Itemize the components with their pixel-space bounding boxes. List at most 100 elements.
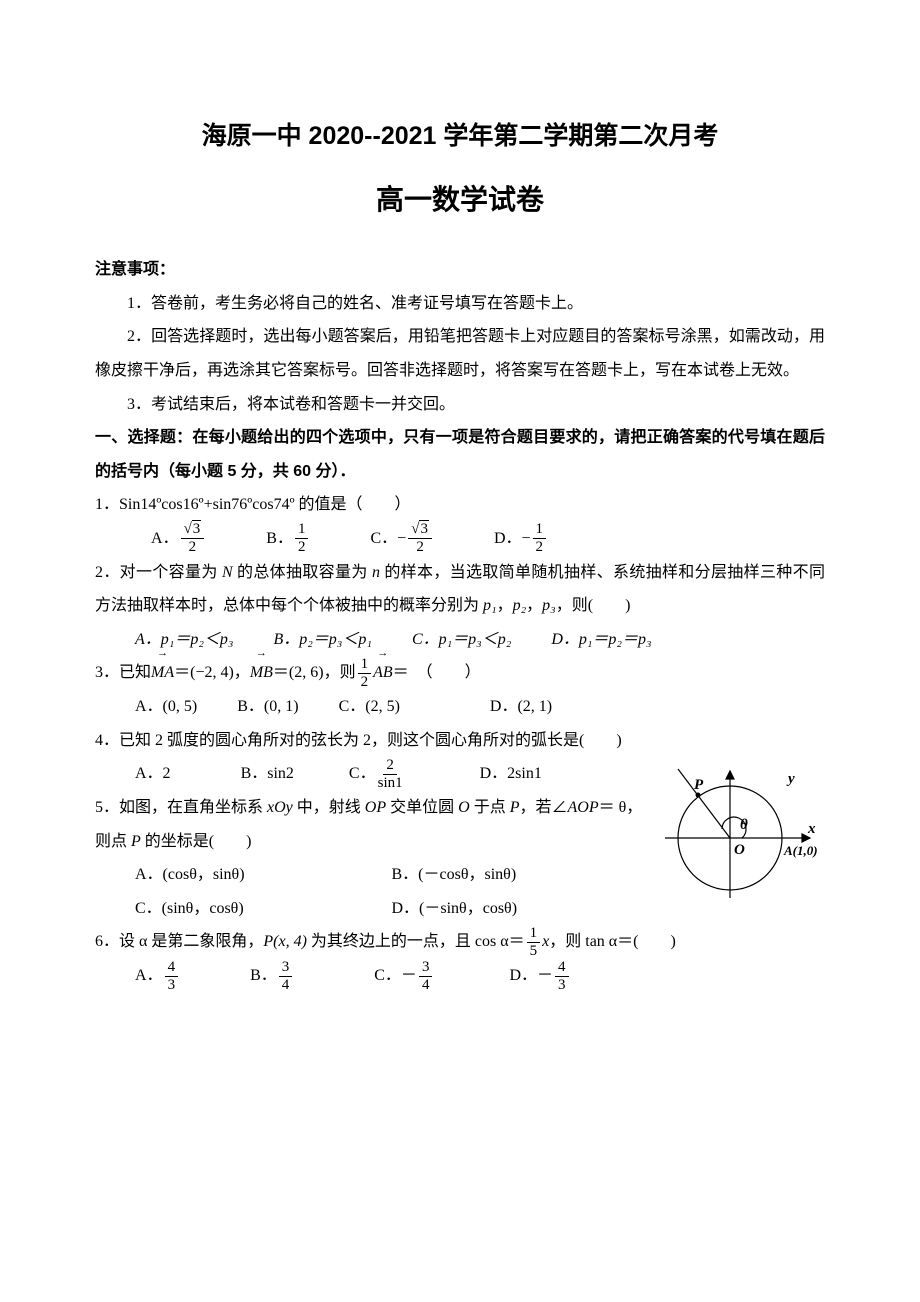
option-5d: D．(－sinθ，cosθ)	[392, 892, 649, 926]
text: 中，射线	[293, 799, 365, 816]
notice-item-1: 1．答卷前，考生务必将自己的姓名、准考证号填写在答题卡上。	[95, 287, 825, 321]
option-label: D．－	[509, 959, 553, 993]
var-p: P	[510, 799, 520, 816]
var-px4: P(x, 4)	[263, 933, 307, 950]
option-1d: D． − 12	[494, 522, 548, 556]
var-xoy: xOy	[267, 799, 293, 816]
neg-sign: −	[397, 522, 406, 556]
text: 的坐标是( )	[141, 833, 252, 850]
var-aop: AOP	[568, 799, 599, 816]
theta-label: θ	[740, 817, 748, 833]
vector-ma: MA	[151, 664, 174, 681]
frac-num: 1	[358, 657, 372, 674]
frac-num: 4	[165, 960, 179, 977]
exam-title-sub: 高一数学试卷	[95, 171, 825, 230]
option-label: A．	[151, 522, 179, 556]
option-3b: B．(0, 1)	[237, 690, 298, 724]
notice-item-3: 3．考试结束后，将本试卷和答题卡一并交回。	[95, 388, 825, 422]
text: 交单位圆	[386, 799, 458, 816]
exam-title-main: 海原一中 2020--2021 学年第二学期第二次月考	[95, 110, 825, 163]
section-1-heading: 一、选择题：在每小题给出的四个选项中，只有一项是符合题目要求的，请把正确答案的代…	[95, 421, 825, 488]
option-6b: B． 34	[250, 959, 294, 993]
option-5a: A．(cosθ，sinθ)	[135, 858, 392, 892]
var-o: O	[458, 799, 470, 816]
option-6a: A． 43	[135, 959, 180, 993]
question-2-options: A．p₁＝p₂＜p₃ B．p₂＝p₃＜p₁ C．p₁＝p₃＜p₂ D．p₁＝p₂…	[95, 623, 825, 657]
option-6c: C．－ 34	[374, 959, 434, 993]
option-2b: B．p₂＝p₃＜p₁	[273, 623, 371, 657]
frac-den: 2	[416, 539, 424, 555]
option-label: B．	[266, 522, 293, 556]
notice-heading: 注意事项：	[95, 253, 825, 287]
option-4d: D．2sin1	[480, 757, 542, 791]
option-label: C．	[349, 757, 376, 791]
text: 6．设 α 是第二象限角，	[95, 933, 263, 950]
unit-circle-figure: y x P O θ A(1,0)	[660, 763, 825, 908]
option-4a: A．2	[135, 757, 171, 791]
text: ＝(2, 6)，则	[273, 664, 356, 681]
question-1-options: A． 32 B． 12 C． − 32 D． − 12	[95, 522, 825, 556]
frac-den: 2	[189, 539, 197, 555]
var-p2: P	[131, 833, 141, 850]
frac-den: 4	[282, 977, 290, 993]
option-1c: C． − 32	[370, 522, 433, 556]
text: ，若∠	[520, 799, 568, 816]
option-label: C．－	[374, 959, 417, 993]
point-a-label: A(1,0)	[783, 843, 818, 858]
option-label: D．	[494, 522, 522, 556]
question-1-stem: 1．Sin14ºcos16º+sin76ºcos74º 的值是（ ）	[95, 488, 825, 522]
option-label: B．	[250, 959, 277, 993]
option-3a: A．(0, 5)	[135, 690, 197, 724]
frac-den: 3	[168, 977, 176, 993]
question-6-stem: 6．设 α 是第二象限角，P(x, 4) 为其终边上的一点，且 cos α＝15…	[95, 925, 825, 959]
origin-label: O	[734, 842, 745, 858]
option-2c: C．p₁＝p₃＜p₂	[412, 623, 511, 657]
frac-den: 5	[530, 943, 538, 959]
frac-num: 4	[555, 960, 569, 977]
question-4-options: A．2 B．sin2 C． 2sin1 D．2sin1	[95, 757, 648, 791]
point-p-label: P	[694, 777, 704, 793]
text: 3．已知	[95, 664, 151, 681]
option-2a: A．p₁＝p₂＜p₃	[135, 623, 233, 657]
frac-den: sin1	[378, 775, 403, 791]
text: 2．对一个容量为	[95, 564, 222, 581]
var-p3: p₃	[542, 597, 556, 614]
question-6-options: A． 43 B． 34 C．－ 34 D．－ 43	[95, 959, 825, 993]
neg-sign: −	[522, 522, 531, 556]
var-p2: p₂	[513, 597, 527, 614]
frac-den: 3	[558, 977, 566, 993]
frac-num: 3	[419, 960, 433, 977]
notice-item-2: 2．回答选择题时，选出每小题答案后，用铅笔把答题卡上对应题目的答案标号涂黑，如需…	[95, 320, 825, 387]
option-5c: C．(sinθ，cosθ)	[135, 892, 392, 926]
frac-num: 1	[533, 522, 547, 539]
frac-den: 2	[298, 539, 306, 555]
option-6d: D．－ 43	[509, 959, 570, 993]
vector-mb: MB	[250, 664, 273, 681]
option-4b: B．sin2	[241, 757, 294, 791]
question-4-stem: 4．已知 2 弧度的圆心角所对的弦长为 2，则这个圆心角所对的弧长是( )	[95, 724, 825, 758]
option-2d: D．p₁＝p₂＝p₃	[551, 623, 651, 657]
text: ，则 tan α＝( )	[549, 933, 676, 950]
text: 5．如图，在直角坐标系	[95, 799, 267, 816]
text: ＝ （ ）	[393, 664, 481, 681]
var-n: n	[372, 564, 380, 581]
question-3-options: A．(0, 5) B．(0, 1) C．(2, 5) D．(2, 1)	[95, 690, 825, 724]
option-label: C．	[370, 522, 397, 556]
text: ＝(−2, 4)，	[174, 664, 250, 681]
option-1b: B． 12	[266, 522, 310, 556]
option-4c: C． 2sin1	[349, 757, 405, 791]
frac-num: 2	[383, 758, 397, 775]
frac-den: 2	[361, 674, 369, 690]
axis-x-label: x	[807, 821, 816, 837]
frac-den: 2	[536, 539, 544, 555]
question-3-stem: 3．已知→MA＝(−2, 4)，→MB＝(2, 6)，则12→AB＝ （ ）	[95, 656, 825, 690]
question-2-stem: 2．对一个容量为 N 的总体抽取容量为 n 的样本，当选取简单随机抽样、系统抽样…	[95, 556, 825, 623]
text: ，则( )	[556, 597, 631, 614]
axis-y-label: y	[786, 771, 795, 787]
option-3c: C．(2, 5)	[339, 690, 400, 724]
var-N: N	[222, 564, 233, 581]
frac-den: 4	[422, 977, 430, 993]
option-3d: D．(2, 1)	[490, 690, 552, 724]
frac-num: 1	[295, 522, 309, 539]
frac-num: 1	[527, 926, 541, 943]
